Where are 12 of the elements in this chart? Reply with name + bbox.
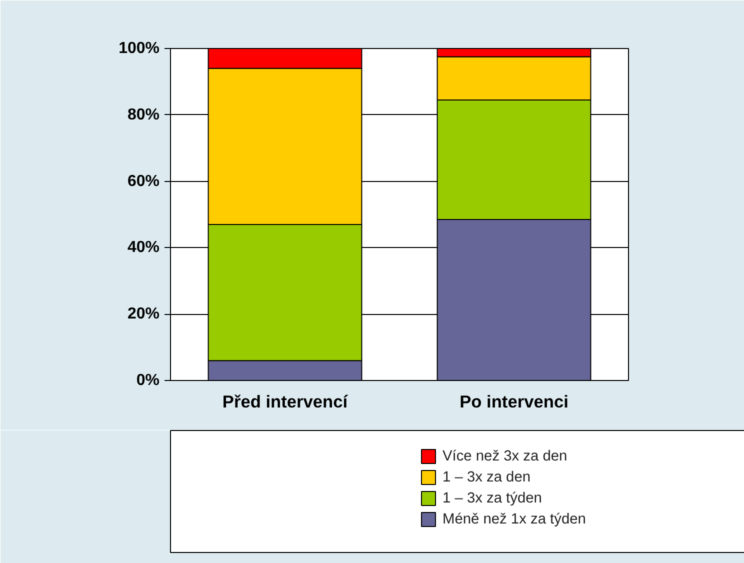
legend-label: 1 – 3x za týden bbox=[442, 490, 542, 506]
y-tick-label: 40% bbox=[127, 239, 160, 256]
y-tick-label: 100% bbox=[118, 40, 160, 57]
x-tick-label: Před intervencí bbox=[222, 392, 349, 412]
legend-label: Více než 3x za den bbox=[442, 448, 568, 464]
y-tick-label: 20% bbox=[127, 306, 160, 323]
legend-label: 1 – 3x za den bbox=[442, 470, 531, 486]
x-tick-label: Po intervenci bbox=[460, 392, 568, 412]
y-tick-label: 0% bbox=[136, 372, 160, 389]
y-tick-label: 80% bbox=[127, 106, 160, 124]
legend-label: Méně než 1x za týden bbox=[442, 512, 586, 528]
y-tick-label: 60% bbox=[127, 172, 160, 190]
